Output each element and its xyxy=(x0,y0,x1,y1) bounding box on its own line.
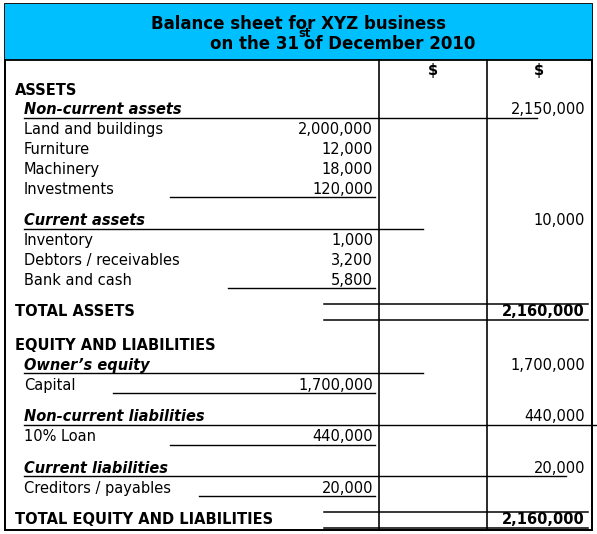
Text: 20,000: 20,000 xyxy=(534,461,585,476)
Text: 2,160,000: 2,160,000 xyxy=(502,304,585,319)
Text: Bank and cash: Bank and cash xyxy=(24,273,132,288)
Text: Non-current liabilities: Non-current liabilities xyxy=(24,410,205,425)
Text: Debtors / receivables: Debtors / receivables xyxy=(24,253,180,268)
Text: EQUITY AND LIABILITIES: EQUITY AND LIABILITIES xyxy=(15,338,216,353)
Text: st: st xyxy=(298,27,311,41)
Text: 20,000: 20,000 xyxy=(322,481,373,496)
Text: 3,200: 3,200 xyxy=(331,253,373,268)
Text: Owner’s equity: Owner’s equity xyxy=(24,358,149,373)
Text: of December 2010: of December 2010 xyxy=(298,35,476,53)
Text: Furniture: Furniture xyxy=(24,142,90,157)
Text: 440,000: 440,000 xyxy=(524,410,585,425)
Text: Creditors / payables: Creditors / payables xyxy=(24,481,171,496)
Text: 1,700,000: 1,700,000 xyxy=(510,358,585,373)
Text: ASSETS: ASSETS xyxy=(15,83,77,98)
Text: 2,160,000: 2,160,000 xyxy=(502,512,585,528)
Text: 10% Loan: 10% Loan xyxy=(24,429,96,444)
Text: TOTAL ASSETS: TOTAL ASSETS xyxy=(15,304,135,319)
Text: Current assets: Current assets xyxy=(24,213,145,228)
Text: 120,000: 120,000 xyxy=(312,182,373,197)
Text: 440,000: 440,000 xyxy=(312,429,373,444)
Text: TOTAL EQUITY AND LIABILITIES: TOTAL EQUITY AND LIABILITIES xyxy=(15,512,273,528)
Text: 2,150,000: 2,150,000 xyxy=(510,103,585,117)
Text: Land and buildings: Land and buildings xyxy=(24,122,163,137)
Text: 12,000: 12,000 xyxy=(322,142,373,157)
Text: Current liabilities: Current liabilities xyxy=(24,461,168,476)
Text: 18,000: 18,000 xyxy=(322,162,373,177)
Text: Inventory: Inventory xyxy=(24,233,94,248)
Text: Non-current assets: Non-current assets xyxy=(24,103,181,117)
Text: Investments: Investments xyxy=(24,182,115,197)
Text: Capital: Capital xyxy=(24,378,75,392)
Text: on the 31: on the 31 xyxy=(210,35,298,53)
Text: 2,000,000: 2,000,000 xyxy=(298,122,373,137)
Text: Machinery: Machinery xyxy=(24,162,100,177)
Text: 10,000: 10,000 xyxy=(534,213,585,228)
Text: 5,800: 5,800 xyxy=(331,273,373,288)
Text: $: $ xyxy=(428,62,438,78)
Text: 1,700,000: 1,700,000 xyxy=(298,378,373,392)
Bar xyxy=(5,4,592,60)
Text: Balance sheet for XYZ business: Balance sheet for XYZ business xyxy=(151,15,446,33)
Text: 1,000: 1,000 xyxy=(331,233,373,248)
Text: $: $ xyxy=(534,62,544,78)
